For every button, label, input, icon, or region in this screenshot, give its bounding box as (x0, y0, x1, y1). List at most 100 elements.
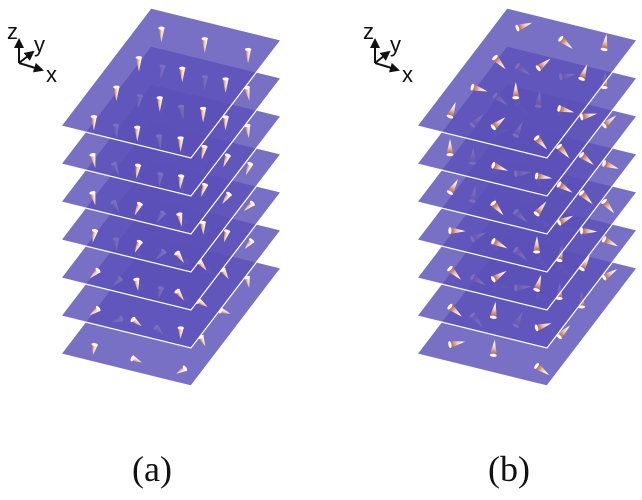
spin-cone (134, 125, 141, 142)
axis-gizmo-a: z y x (7, 19, 57, 87)
spin-cone (89, 267, 101, 279)
spin-cone (556, 325, 571, 340)
spin-cone (134, 201, 143, 216)
spin-cone (243, 200, 255, 212)
spin-cone (446, 101, 456, 119)
spin-cone (91, 229, 99, 243)
axis-z-label: z (7, 19, 18, 44)
spin-cone (177, 136, 184, 152)
spin-cone (534, 323, 552, 332)
axis-x-label: x (402, 62, 413, 87)
spin-cone (556, 181, 573, 193)
spin-cone (492, 54, 506, 70)
spin-cone (113, 85, 120, 102)
spin-cone (579, 227, 598, 235)
spin-cone (134, 163, 142, 179)
spin-cone (578, 63, 588, 81)
spin-cone (90, 114, 98, 131)
spin-cone (174, 288, 185, 301)
panel-b-stack (415, 7, 639, 387)
spin-cone (177, 174, 185, 190)
spin-cone (201, 182, 209, 197)
spin-cone (133, 277, 140, 291)
spin-cone (135, 55, 143, 72)
spin-cone (447, 303, 463, 317)
spin-cone (174, 250, 185, 263)
axis-y-label: y (390, 32, 401, 57)
spin-cone (602, 160, 620, 170)
spin-cone (556, 143, 570, 159)
spin-layer (415, 7, 639, 159)
spin-cone (601, 268, 618, 281)
spin-cone (579, 113, 598, 121)
spin-cone (179, 66, 186, 83)
spin-cone (600, 33, 608, 52)
spin-cone (89, 153, 96, 168)
spin-cone (447, 265, 462, 281)
spin-cone (557, 105, 575, 113)
spin-cone (201, 144, 208, 160)
spin-cone (158, 26, 165, 43)
spin-cone (578, 255, 591, 272)
spin-cone (89, 191, 96, 206)
spin-cone (222, 77, 229, 93)
spin-cone (534, 172, 553, 180)
spin-cone (512, 81, 520, 100)
spin-cone (223, 153, 231, 168)
layer-plane (59, 7, 283, 159)
axis-y-label: y (34, 32, 45, 57)
spin-layer (59, 7, 283, 159)
spin-cone (535, 58, 551, 72)
spin-cone (558, 35, 573, 50)
spin-cone (578, 190, 593, 205)
spin-cone (533, 274, 542, 292)
spin-cone (201, 37, 208, 53)
spin-cone (491, 161, 509, 171)
spin-cone (176, 365, 188, 374)
spin-cone (134, 239, 143, 253)
spin-cone (91, 342, 98, 355)
spin-cone (490, 200, 504, 216)
spin-cone (533, 235, 541, 254)
spin-cone (490, 117, 506, 131)
spin-cone (534, 362, 550, 376)
spin-cone (601, 198, 615, 214)
spin-cone (156, 96, 163, 112)
spin-cone (489, 301, 497, 319)
spin-cone (448, 227, 466, 235)
axis-x-label: x (46, 62, 57, 87)
layer-plane (415, 7, 639, 159)
spin-cone (446, 138, 454, 157)
spin-cone (515, 22, 533, 32)
spin-cone (222, 115, 229, 131)
spin-cone (448, 341, 466, 349)
panel-a-stack (59, 7, 283, 387)
spin-cone (245, 161, 254, 176)
spin-cone (490, 270, 507, 283)
spin-cone (224, 229, 231, 243)
spin-cone (244, 47, 252, 64)
spin-cone (491, 238, 508, 249)
spin-cone (222, 191, 232, 205)
panel-b-label: (b) (488, 449, 530, 489)
panel-a-label: (a) (132, 449, 172, 489)
spin-cone (130, 355, 143, 363)
spin-cone (199, 106, 207, 123)
spin-cone (601, 115, 617, 129)
spin-cone (601, 236, 619, 247)
spin-cone (489, 339, 497, 357)
spin-cone (244, 238, 255, 250)
axis-gizmo-b: z y x (363, 19, 413, 87)
spin-cone (130, 316, 142, 327)
spin-cone (470, 83, 488, 92)
spin-cone (446, 178, 459, 195)
spin-cone (533, 135, 548, 150)
spin-cone (89, 305, 101, 316)
spin-cone (557, 215, 574, 226)
spin-cone (177, 326, 184, 339)
axis-z-label: z (363, 19, 374, 44)
spin-cone (176, 212, 183, 227)
spin-cone (199, 220, 206, 235)
spin-cone (533, 201, 547, 217)
